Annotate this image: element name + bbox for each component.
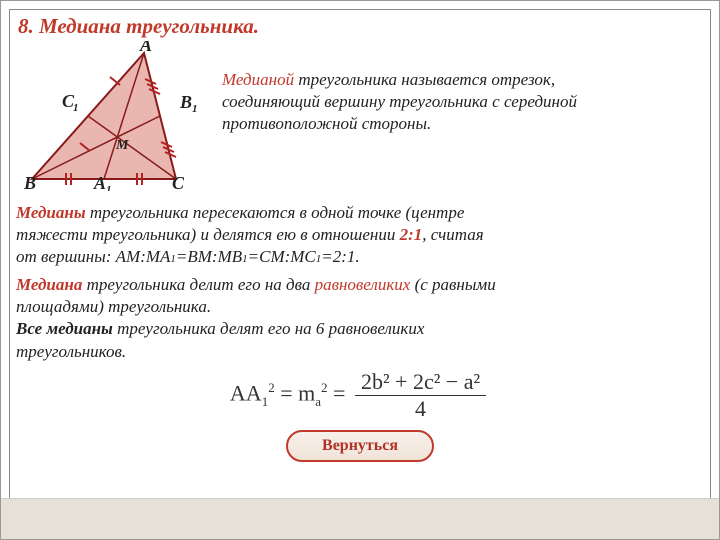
svg-text:B: B: [23, 173, 36, 191]
svg-text:A: A: [139, 41, 152, 55]
svg-text:M: M: [115, 138, 129, 153]
button-row: Вернуться: [16, 430, 704, 462]
median-length-formula: AA12 = ma2 = 2b² + 2c² − a² 4: [230, 369, 490, 422]
definition-lead: Медианой: [222, 70, 294, 89]
svg-text:B: B: [179, 92, 192, 112]
top-row: A B C C 1 B 1 A 1 M Медианой треугольник…: [16, 41, 704, 196]
triangle-figure: A B C C 1 B 1 A 1 M: [16, 41, 216, 196]
formula-row: AA12 = ma2 = 2b² + 2c² − a² 4: [16, 369, 704, 422]
definition-text: Медианой треугольника называется отрезок…: [216, 41, 577, 135]
svg-text:1: 1: [106, 184, 112, 191]
slide-page: 8. Медиана треугольника.: [0, 0, 720, 540]
content-area: 8. Медиана треугольника.: [9, 9, 711, 499]
bottom-bar: [1, 498, 719, 539]
svg-text:A: A: [93, 173, 106, 191]
paragraph-areas: Медиана треугольника делит его на два ра…: [16, 274, 704, 362]
svg-text:1: 1: [73, 102, 79, 114]
svg-text:C: C: [172, 173, 185, 191]
svg-text:1: 1: [192, 103, 198, 115]
paragraph-centroid: Медианы треугольника пересекаются в одно…: [16, 202, 704, 268]
page-title: 8. Медиана треугольника.: [18, 14, 704, 39]
return-button[interactable]: Вернуться: [286, 430, 434, 462]
